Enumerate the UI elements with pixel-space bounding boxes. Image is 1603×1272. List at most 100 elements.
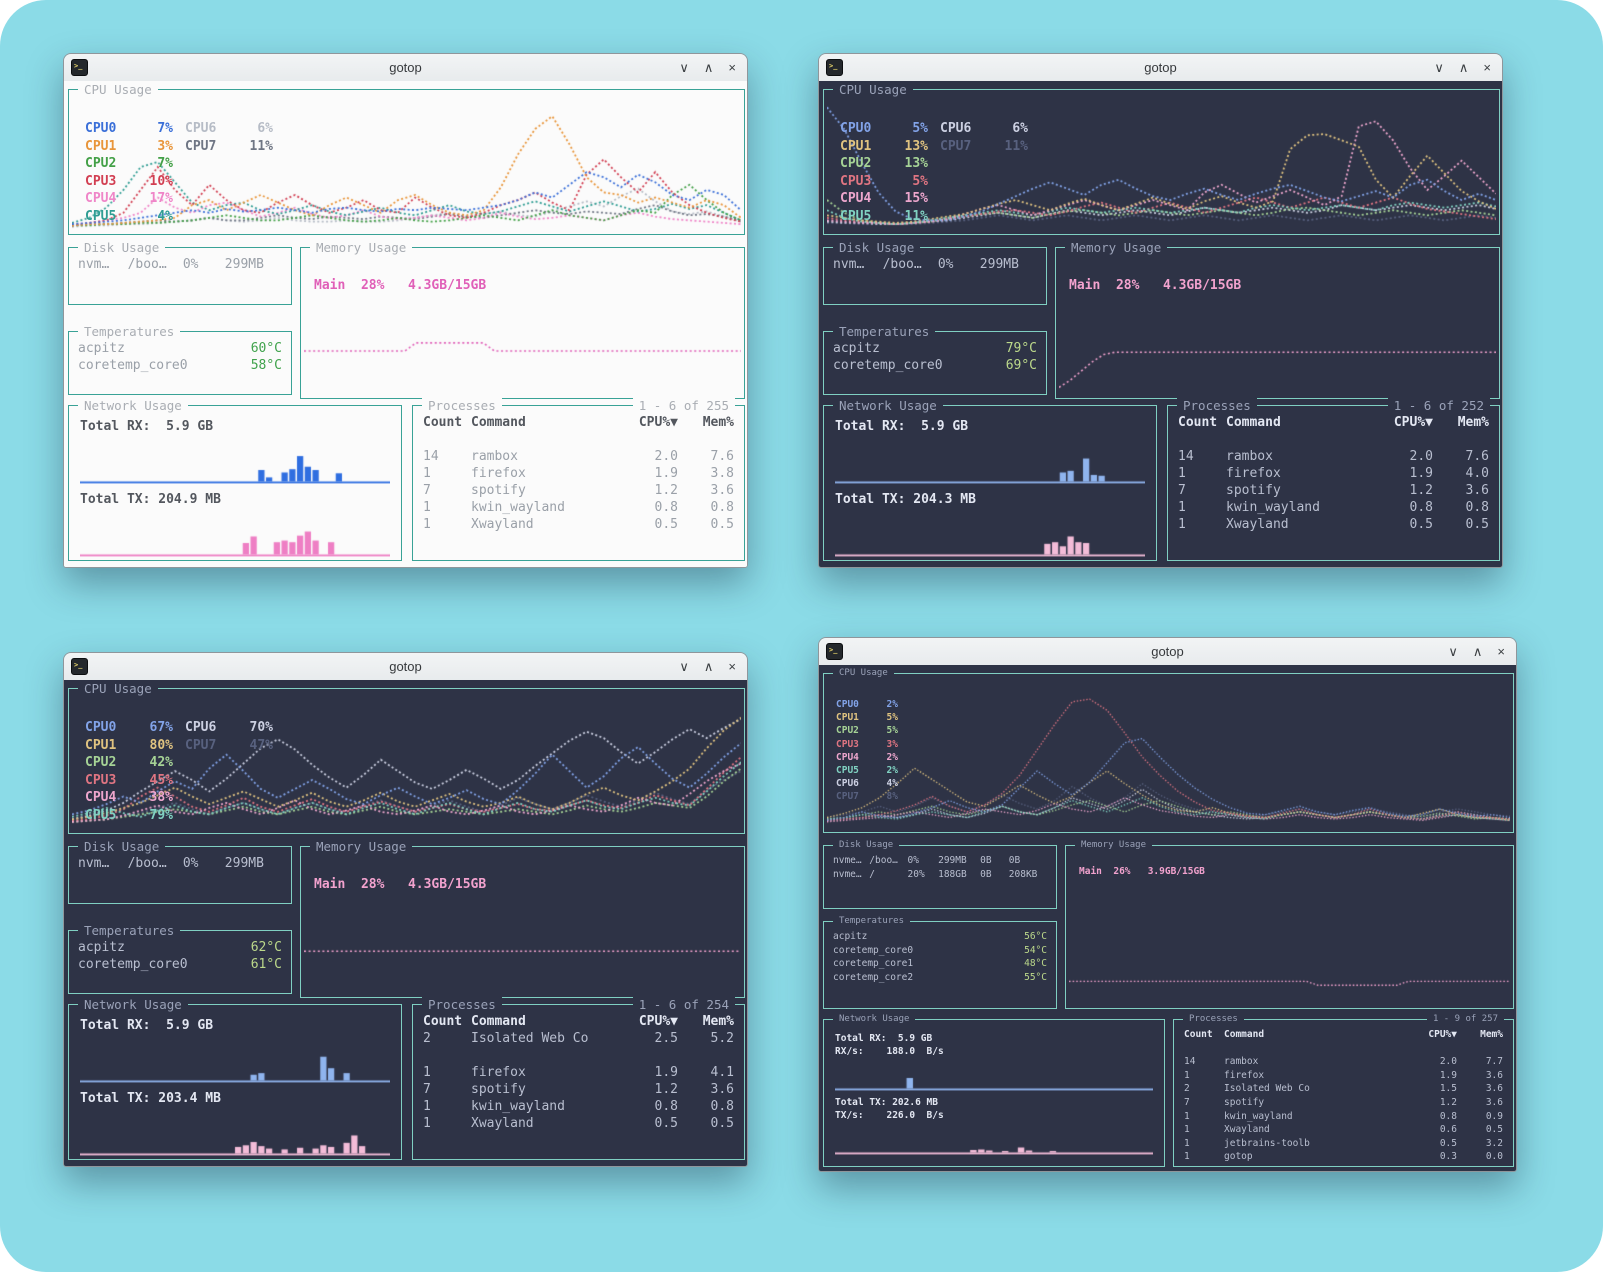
- processes-panel-title: Processes: [422, 398, 502, 413]
- memory-graph: [304, 867, 741, 994]
- window-title: gotop: [389, 60, 422, 75]
- total-rx-readout: Total RX: 5.9 GB: [80, 419, 214, 434]
- cpu-legend-item: CPU3 3%: [836, 738, 898, 750]
- window-titlebar[interactable]: >_ gotop ∨ ∧ ×: [819, 54, 1502, 82]
- cpu-usage-panel: CPU Usage CPU0 7% CPU1 3% CPU2 7% CPU3 10% CPU4 1…: [68, 82, 745, 235]
- process-row[interactable]: 7 spotify 1.2 3.6: [423, 1082, 734, 1097]
- process-row[interactable]: 1 Xwayland 0.5 0.5: [423, 1116, 734, 1131]
- minimize-button[interactable]: ∨: [1434, 60, 1444, 75]
- disk-table-rows: nvme…/boo… 0% 299MB 0B 0B nvme…/20% 188GB 0B 208…: [833, 854, 1047, 881]
- temperatures-panel: Temperatures acpitz 62°C coretemp_core0 61°…: [68, 923, 292, 994]
- minimize-button[interactable]: ∨: [1448, 644, 1458, 659]
- temperatures-panel-title: Temperatures: [833, 916, 911, 926]
- process-row[interactable]: 14 rambox 2.0 7.6: [1178, 449, 1489, 464]
- total-tx-readout: Total TX: 204.9 MB: [80, 492, 221, 507]
- cpu-legend-col2: CPU6 70% CPU7 47%: [185, 719, 273, 754]
- process-row[interactable]: 1 kwin_wayland 0.8 0.9: [1184, 1110, 1503, 1122]
- processes-range: 1 - 6 of 254: [632, 997, 735, 1012]
- network-usage-panel: Network Usage Total RX: 5.9 GB Total TX:…: [68, 398, 402, 561]
- cpu-legend-item: CPU1 5%: [836, 712, 898, 724]
- terminal-content: CPU Usage CPU0 5% CPU1 13% CPU2 13% CPU3 5% CPU4…: [819, 81, 1502, 567]
- process-row[interactable]: 1 Xwayland 0.5 0.5: [1178, 517, 1489, 532]
- process-row[interactable]: 1 firefox 1.9 3.6: [1184, 1069, 1503, 1081]
- cpu-graph: [72, 693, 741, 830]
- close-button[interactable]: ×: [728, 659, 736, 674]
- cpu-legend-item: CPU5 2%: [836, 765, 898, 777]
- cpu-legend-item: CPU3 45%: [85, 772, 173, 788]
- total-tx-readout: Total TX: 202.6 MB: [835, 1097, 938, 1108]
- process-row[interactable]: [423, 1047, 734, 1064]
- close-button[interactable]: ×: [728, 60, 736, 75]
- process-row[interactable]: 1 firefox 1.9 4.0: [1178, 466, 1489, 481]
- process-row[interactable]: 14 rambox 2.0 7.7: [1184, 1056, 1503, 1068]
- cpu-legend-item: CPU1 80%: [85, 737, 173, 753]
- process-row[interactable]: 1 kwin_wayland 0.8 0.8: [423, 500, 734, 515]
- total-tx-readout: Total TX: 204.3 MB: [835, 492, 976, 507]
- process-row[interactable]: 7 spotify 1.2 3.6: [1184, 1096, 1503, 1108]
- total-tx-readout: Total TX: 203.4 MB: [80, 1091, 221, 1106]
- terminal-icon: >_: [71, 59, 88, 76]
- temperatures-panel-title: Temperatures: [833, 324, 936, 339]
- minimize-button[interactable]: ∨: [679, 60, 689, 75]
- cpu-legend-item: CPU1 3%: [85, 138, 173, 154]
- cpu-usage-panel: CPU Usage CPU0 67% CPU1 80% CPU2 42% CPU3 45% CP…: [68, 681, 745, 834]
- disk-panel-title: Disk Usage: [833, 240, 921, 255]
- process-table-rows: 2 Isolated Web Co 2.5 5.2 1 firefox 1.9 4.1 7 spo…: [423, 1030, 734, 1132]
- processes-panel-title: Processes: [422, 997, 502, 1012]
- memory-panel-title: Memory Usage: [310, 240, 413, 255]
- temperature-row: acpitz 62°C: [78, 940, 282, 955]
- process-row[interactable]: [1178, 431, 1489, 448]
- minimize-button[interactable]: ∨: [679, 659, 689, 674]
- temperatures-panel: Temperatures acpitz 60°C coretemp_core0 58°…: [68, 324, 292, 395]
- rx-rate-readout: RX/s: 188.0 B/s: [835, 1046, 944, 1057]
- process-row[interactable]: 7 spotify 1.2 3.6: [423, 483, 734, 498]
- temperatures-list: acpitz 79°C coretemp_core0 69°C: [824, 332, 1046, 374]
- process-row[interactable]: 1 firefox 1.9 4.1: [423, 1065, 734, 1080]
- window-titlebar[interactable]: >_ gotop ∨ ∧ ×: [64, 54, 747, 82]
- process-row[interactable]: [423, 431, 734, 448]
- maximize-button[interactable]: ∧: [1458, 60, 1469, 75]
- network-panel-title: Network Usage: [833, 398, 943, 413]
- process-table-header: Count Command CPU%▼ Mem%: [423, 415, 734, 430]
- process-row[interactable]: [1184, 1042, 1503, 1056]
- temperature-row: coretemp_core2 55°C: [833, 971, 1047, 983]
- process-row[interactable]: 7 spotify 1.2 3.6: [1178, 483, 1489, 498]
- memory-usage-panel: Memory Usage Main 28% 4.3GB/15GB: [300, 240, 745, 399]
- disk-panel-title: Disk Usage: [833, 840, 900, 850]
- process-row[interactable]: 1 gotop 0.3 0.0: [1184, 1151, 1503, 1163]
- window-titlebar[interactable]: >_ gotop ∨ ∧ ×: [819, 638, 1516, 666]
- disk-table-row: nvme…/20% 188GB 0B 208KB: [833, 868, 1038, 880]
- terminal-content: CPU Usage CPU0 2% CPU1 5% CPU2 5% CPU3 3% CPU4 2%…: [819, 665, 1516, 1171]
- close-button[interactable]: ×: [1483, 60, 1491, 75]
- process-row[interactable]: 1 jetbrains-toolb 0.5 3.2: [1184, 1137, 1503, 1149]
- process-row[interactable]: 1 Xwayland 0.5 0.5: [423, 517, 734, 532]
- cpu-legend-item: CPU5 4%: [85, 208, 173, 224]
- close-button[interactable]: ×: [1497, 644, 1505, 659]
- temperatures-panel-title: Temperatures: [78, 923, 181, 938]
- total-rx-readout: Total RX: 5.9 GB: [835, 419, 969, 434]
- maximize-button[interactable]: ∧: [1472, 644, 1483, 659]
- temperatures-list: acpitz 62°C coretemp_core0 61°C: [69, 931, 291, 973]
- terminal-content: CPU Usage CPU0 67% CPU1 80% CPU2 42% CPU3 45% CP…: [64, 680, 747, 1166]
- cpu-legend-item: CPU6 70%: [185, 720, 273, 735]
- process-row[interactable]: 2 Isolated Web Co 1.5 3.6: [1184, 1083, 1503, 1095]
- process-row[interactable]: 2 Isolated Web Co 2.5 5.2: [423, 1031, 734, 1046]
- process-table-rows: 14 rambox 2.0 7.7 1 firefox 1.9 3.6 2 Isolated We…: [1184, 1042, 1503, 1164]
- maximize-button[interactable]: ∧: [703, 60, 714, 75]
- maximize-button[interactable]: ∧: [703, 659, 714, 674]
- temperature-row: coretemp_core1 48°C: [833, 958, 1047, 969]
- process-row[interactable]: 1 firefox 1.9 3.8: [423, 466, 734, 481]
- cpu-usage-panel: CPU Usage CPU0 5% CPU1 13% CPU2 13% CPU3 5% CPU4…: [823, 82, 1500, 235]
- memory-graph: [1059, 268, 1496, 395]
- process-table-header: Count Command CPU%▼ Mem%: [1184, 1029, 1503, 1040]
- process-row[interactable]: 1 kwin_wayland 0.8 0.8: [423, 1099, 734, 1114]
- process-row[interactable]: 1 Xwayland 0.6 0.5: [1184, 1124, 1503, 1136]
- terminal-icon: >_: [826, 643, 843, 660]
- window-titlebar[interactable]: >_ gotop ∨ ∧ ×: [64, 653, 747, 681]
- memory-panel-title: Memory Usage: [310, 839, 413, 854]
- cpu-legend-item: CPU6 6%: [185, 121, 273, 136]
- process-row[interactable]: 14 rambox 2.0 7.6: [423, 449, 734, 464]
- process-row[interactable]: 1 kwin_wayland 0.8 0.8: [1178, 500, 1489, 515]
- memory-usage-panel: Memory Usage Main 26% 3.9GB/15GB: [1065, 840, 1514, 1009]
- total-rx-readout: Total RX: 5.9 GB: [80, 1018, 214, 1033]
